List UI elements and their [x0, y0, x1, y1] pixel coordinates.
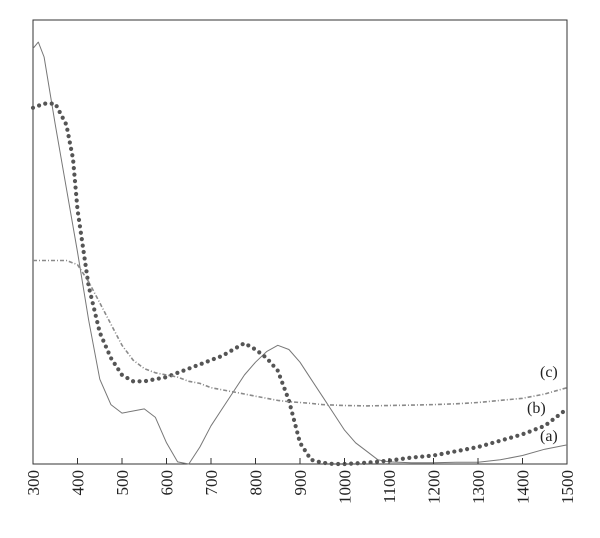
x-tick-label-12: 1500	[558, 470, 577, 504]
series-line-1	[30, 101, 570, 467]
x-tick-label-2: 500	[113, 470, 132, 496]
series-line-2	[33, 259, 568, 407]
x-tick-label-8: 1100	[380, 470, 399, 503]
x-tick-label-5: 800	[247, 470, 266, 496]
series-label-layer: (a) (b) (c)	[527, 364, 558, 445]
series-label-2: (c)	[540, 364, 558, 381]
x-tick-label-7: 1000	[336, 470, 355, 504]
x-tick-label-10: 1300	[469, 470, 488, 504]
x-tick-label-0: 300	[24, 470, 43, 496]
series-label-0: (a)	[540, 428, 558, 445]
series-layer	[30, 41, 570, 467]
plot-frame	[32, 19, 568, 465]
x-tick-label-3: 600	[158, 470, 177, 496]
x-tick-label-4: 700	[202, 470, 221, 496]
x-tick-label-9: 1200	[425, 470, 444, 504]
series-label-1: (b)	[527, 400, 546, 417]
x-tick-label-1: 400	[69, 470, 88, 496]
x-tick-label-11: 1400	[514, 470, 533, 504]
x-tick-layer: 300 400 500 600 700 800 900 1000 1100 1200 1300 140…	[24, 458, 577, 504]
x-tick-label-6: 900	[291, 470, 310, 496]
series-line-0	[32, 41, 568, 465]
